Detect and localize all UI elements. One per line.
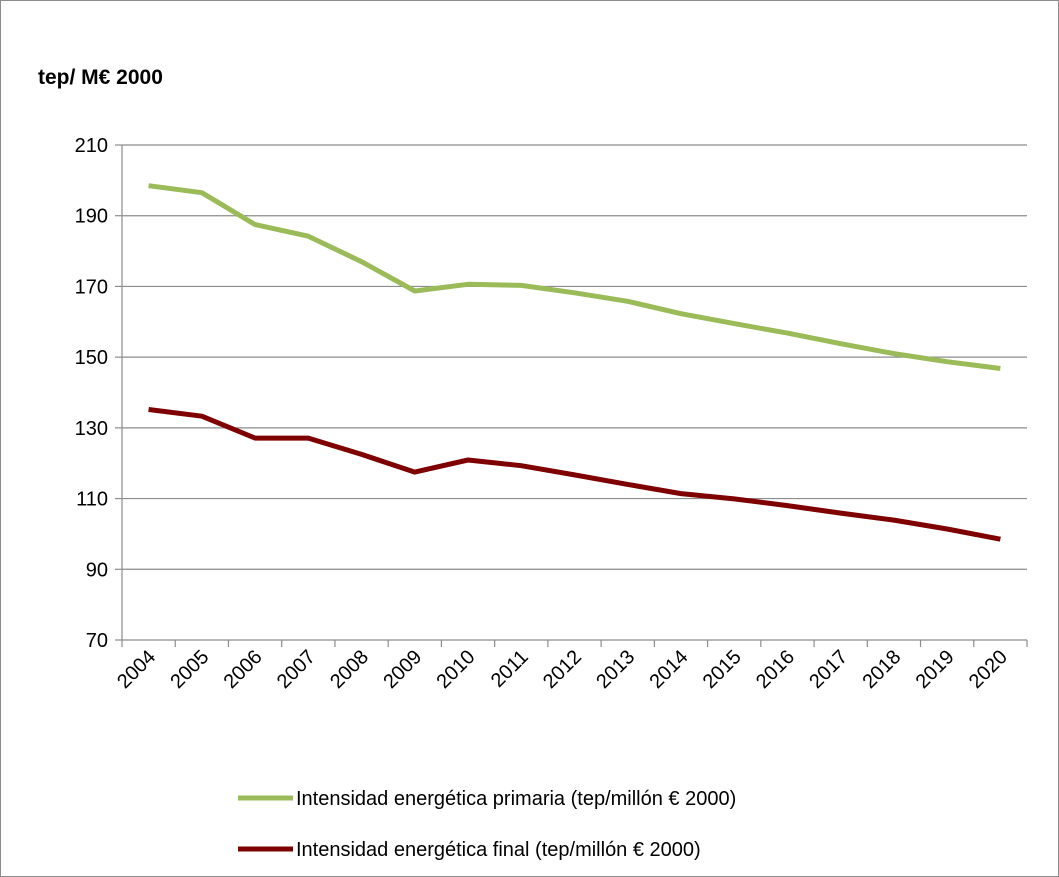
x-tick-label: 2011 xyxy=(487,646,533,692)
x-tick-label: 2012 xyxy=(539,646,586,693)
y-tick-label: 110 xyxy=(76,489,108,511)
x-tick-label: 2013 xyxy=(592,646,639,693)
x-tick-label: 2009 xyxy=(379,646,426,693)
y-tick-label: 130 xyxy=(75,418,108,440)
y-tick-label: 150 xyxy=(75,347,108,369)
x-tick-label: 2017 xyxy=(805,646,852,693)
x-tick-label: 2010 xyxy=(433,646,480,693)
axes xyxy=(115,144,1028,647)
y-tick-label: 70 xyxy=(86,630,108,652)
x-tick-label: 2016 xyxy=(752,646,799,693)
x-tick-label: 2007 xyxy=(273,646,320,693)
y-tick-label: 190 xyxy=(75,206,108,228)
y-tick-label: 210 xyxy=(75,135,108,157)
x-tick-label: 2008 xyxy=(326,646,373,693)
legend-label: Intensidad energética final (tep/millón … xyxy=(296,839,701,861)
x-tick-label: 2020 xyxy=(965,646,1012,693)
x-tick-label: 2019 xyxy=(912,646,959,693)
x-tick-label: 2006 xyxy=(220,646,267,693)
x-tick-label: 2018 xyxy=(858,646,905,693)
x-tick-label: 2015 xyxy=(699,646,746,693)
y-axis-unit-label: tep/ M€ 2000 xyxy=(38,66,163,89)
legend-label: Intensidad energética primaria (tep/mill… xyxy=(296,788,736,810)
y-tick-label: 170 xyxy=(75,276,108,298)
x-tick-label: 2014 xyxy=(645,646,692,693)
series-line-1 xyxy=(148,183,1001,371)
x-tick-label: 2004 xyxy=(113,646,160,693)
gridlines xyxy=(122,144,1027,570)
y-tick-label: 90 xyxy=(86,559,108,581)
x-tick-labels: 2004 2005 2006 2007 2008 2009 2010 2011 2012 2013… xyxy=(113,646,1012,693)
x-tick-label: 2005 xyxy=(166,646,213,693)
series-line-2 xyxy=(148,407,1001,542)
series-lines xyxy=(148,183,1001,542)
y-tick-labels: 70 90 110 130 150 170 190 210 xyxy=(75,135,108,652)
legend: Intensidad energética primaria (tep/mill… xyxy=(238,788,736,861)
